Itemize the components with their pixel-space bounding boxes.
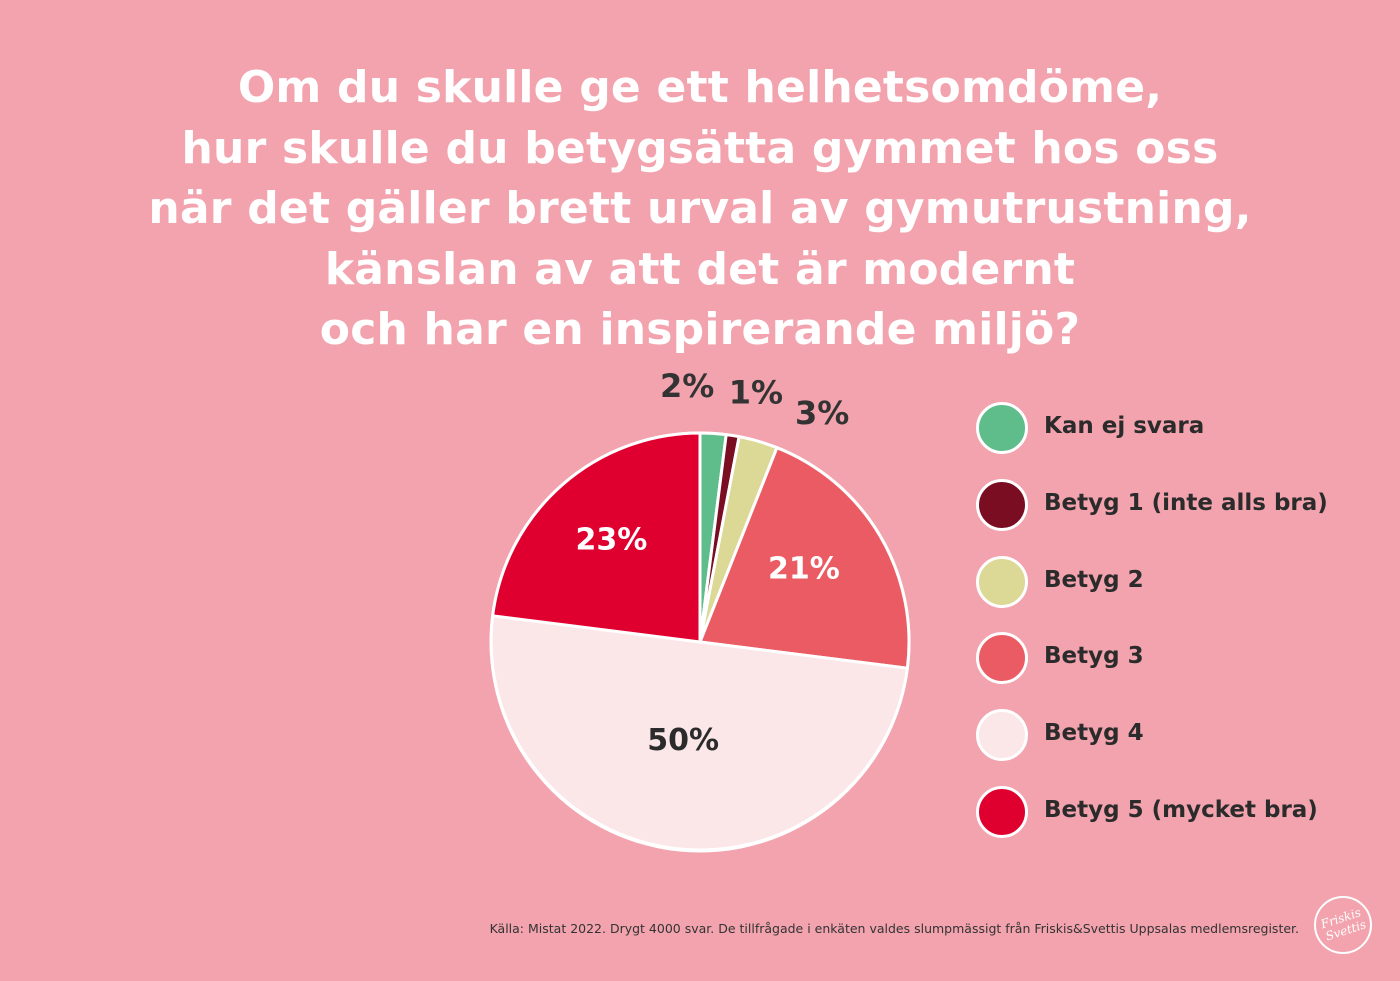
title-line: när det gäller brett urval av gymutrustn…: [148, 183, 1252, 234]
title-line: hur skulle du betygsätta gymmet hos oss: [181, 122, 1219, 174]
legend-label: Betyg 4: [1044, 720, 1144, 747]
legend-swatch: [976, 555, 1028, 608]
friskis-svettis-logo: Friskis Svettis: [1314, 896, 1372, 954]
legend-swatch: [976, 478, 1028, 531]
legend-label: Betyg 1 (inte alls bra): [1044, 489, 1328, 516]
legend-swatch: [976, 785, 1028, 838]
title-line: och har en inspirerande miljö?: [319, 304, 1081, 355]
slice-label: 2%: [660, 367, 714, 405]
pie-slice: [489, 614, 909, 852]
legend-label: Betyg 3: [1044, 643, 1144, 670]
slice-label: 23%: [575, 523, 647, 558]
legend-swatch: [976, 402, 1028, 454]
legend-swatch: [976, 632, 1028, 685]
slice-label: 50%: [647, 723, 719, 758]
pie-slice: [698, 446, 911, 670]
slice-label: 1%: [729, 374, 783, 412]
chart-title: Om du skulle ge ett helhetsomdöme, hur s…: [0, 58, 1400, 361]
legend-label: Kan ej svara: [1044, 413, 1205, 439]
pie-labels: 2% 1% 3% 21% 50% 23%: [575, 367, 849, 758]
slice-label: 21%: [768, 552, 840, 587]
legend-label: Betyg 2: [1044, 566, 1144, 593]
legend-label: Betyg 5 (mycket bra): [1044, 796, 1318, 823]
legend-swatch: [976, 709, 1028, 762]
title-line: Om du skulle ge ett helhetsomdöme,: [237, 62, 1163, 113]
slice-label: 3%: [795, 394, 849, 432]
pie-slice: [491, 431, 702, 644]
source-note: Källa: Mistat 2022. Drygt 4000 svar. De …: [489, 921, 1299, 936]
title-line: känslan av att det är modernt: [324, 243, 1076, 295]
pie-slices: [489, 431, 911, 853]
